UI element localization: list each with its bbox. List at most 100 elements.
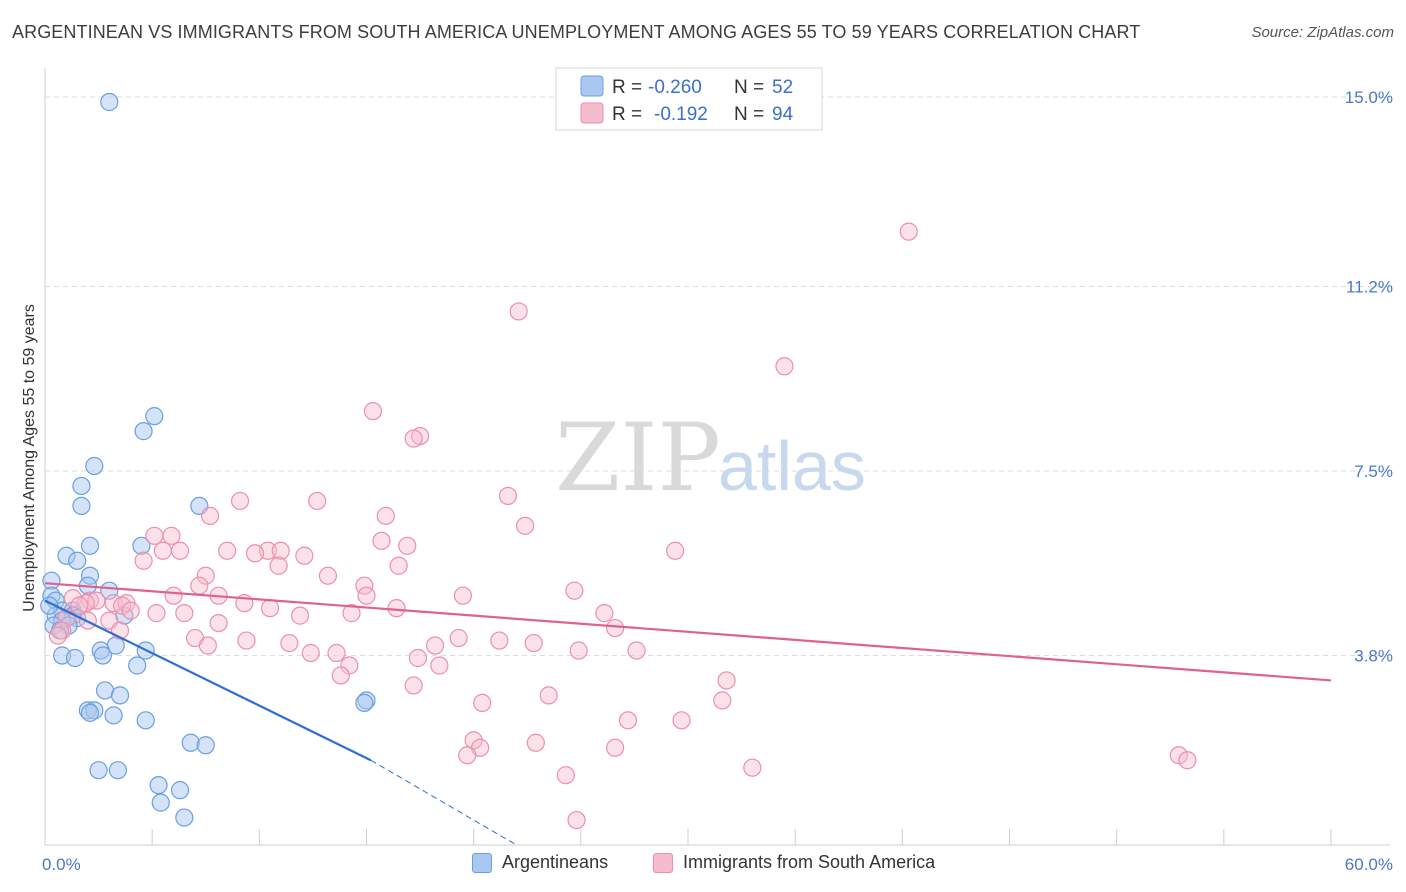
immigrants-point (376, 506, 395, 525)
argentineans-trend-line (44, 599, 372, 762)
immigrants-point (145, 526, 164, 545)
bottom-legend-label-immigrants: Immigrants from South America (683, 852, 936, 872)
immigrants-point (170, 541, 190, 560)
argentineans-point (89, 761, 108, 780)
legend-swatch-argentineans (580, 75, 604, 97)
immigrants-point (318, 566, 338, 585)
argentineans-point (93, 646, 112, 665)
argentineans-point (72, 496, 91, 516)
immigrants-point (498, 486, 518, 506)
immigrants-point (389, 556, 408, 575)
immigrants-point (449, 628, 468, 648)
immigrants-point (672, 711, 691, 730)
argentineans-point (128, 656, 147, 675)
argentineans-point (104, 706, 123, 725)
legend-r-label-1: R = (612, 77, 642, 98)
immigrants-point (342, 604, 361, 623)
immigrants-point (490, 631, 509, 650)
immigrants-point (775, 357, 794, 376)
immigrants-point (121, 601, 140, 620)
immigrants-point (606, 618, 625, 638)
immigrants-point (198, 636, 217, 655)
immigrants-point (190, 576, 209, 595)
argentineans-point (80, 703, 100, 722)
immigrants-point (743, 758, 762, 777)
immigrants-point (556, 766, 575, 785)
immigrants-point (308, 491, 327, 511)
immigrants-point (539, 686, 558, 705)
immigrants-point (524, 633, 543, 653)
immigrants-point (218, 541, 237, 560)
trend-lines (44, 582, 1332, 846)
tick-labels: 3.8% 7.5% 11.2% 15.0% 0.0% 60.0% (42, 88, 1393, 874)
series-immigrants-points (48, 222, 1197, 830)
immigrants-point (627, 641, 646, 660)
immigrants-point (899, 222, 918, 241)
axes (44, 68, 1390, 846)
y-tick-label: 15.0% (1345, 88, 1393, 107)
immigrants-point (162, 526, 181, 545)
argentineans-point (196, 736, 215, 755)
y-tick-label: 7.5% (1354, 462, 1393, 481)
immigrants-point (147, 604, 166, 623)
immigrants-point (1178, 751, 1197, 770)
immigrants-point (526, 733, 545, 752)
argentineans-point (181, 733, 200, 752)
bottom-legend-swatch-immigrants (653, 852, 673, 873)
immigrants-point (458, 746, 477, 765)
bottom-legend-swatch-argentineans (472, 852, 492, 873)
argentineans-point (72, 476, 91, 496)
immigrants-point (280, 633, 299, 653)
immigrants-point (331, 666, 350, 685)
immigrants-point (363, 402, 383, 421)
immigrants-point (260, 599, 280, 618)
immigrants-point (372, 531, 391, 550)
legend-r-label-2: R = (612, 104, 642, 125)
x-tick-label: 0.0% (42, 855, 81, 874)
immigrants-point (209, 613, 228, 633)
immigrants-point (70, 596, 89, 615)
legend-n-value-2: 94 (772, 104, 794, 125)
bottom-legend: Argentineans Immigrants from South Ameri… (0, 852, 1406, 878)
immigrants-point (48, 626, 67, 645)
immigrants-point (618, 711, 638, 730)
argentineans-point (145, 407, 164, 426)
legend-n-label-1: N = (734, 77, 764, 98)
immigrants-point (200, 506, 220, 525)
argentineans-point (170, 781, 190, 800)
grid-lines (45, 96, 1390, 657)
immigrants-point (516, 516, 535, 535)
argentineans-point (108, 761, 127, 780)
legend-n-value-1: 52 (772, 77, 793, 98)
immigrants-point (237, 631, 256, 650)
immigrants-point (473, 693, 492, 712)
legend: R = -0.260 N = 52 R = -0.192 N = 94 (555, 67, 823, 131)
argentineans-point (95, 681, 115, 700)
immigrants-point (404, 429, 423, 448)
argentineans-point (355, 693, 374, 712)
bottom-legend-immigrants: Immigrants from South America (653, 852, 935, 873)
immigrants-point (269, 556, 288, 575)
immigrants-point (134, 551, 153, 570)
immigrants-point (153, 541, 172, 560)
immigrants-point (113, 596, 132, 615)
y-tick-label: 3.8% (1354, 647, 1393, 666)
immigrants-point (164, 586, 183, 605)
argentineans-point (136, 711, 155, 730)
immigrants-point (1169, 746, 1188, 765)
bottom-legend-argentineans: Argentineans (472, 852, 608, 873)
source-credit: Source: ZipAtlas.com (1251, 24, 1394, 41)
immigrants-point (357, 586, 376, 605)
argentineans-point (134, 422, 153, 441)
immigrants-point (713, 691, 732, 710)
immigrants-point (453, 586, 473, 605)
immigrants-point (606, 738, 625, 757)
immigrants-trend-line (44, 582, 1332, 682)
watermark-atlas: atlas (718, 427, 866, 505)
immigrants-point (290, 606, 310, 625)
immigrants-point (666, 541, 685, 560)
immigrants-point (509, 302, 528, 321)
argentineans-point (132, 536, 151, 555)
argentineans-point (175, 808, 194, 827)
